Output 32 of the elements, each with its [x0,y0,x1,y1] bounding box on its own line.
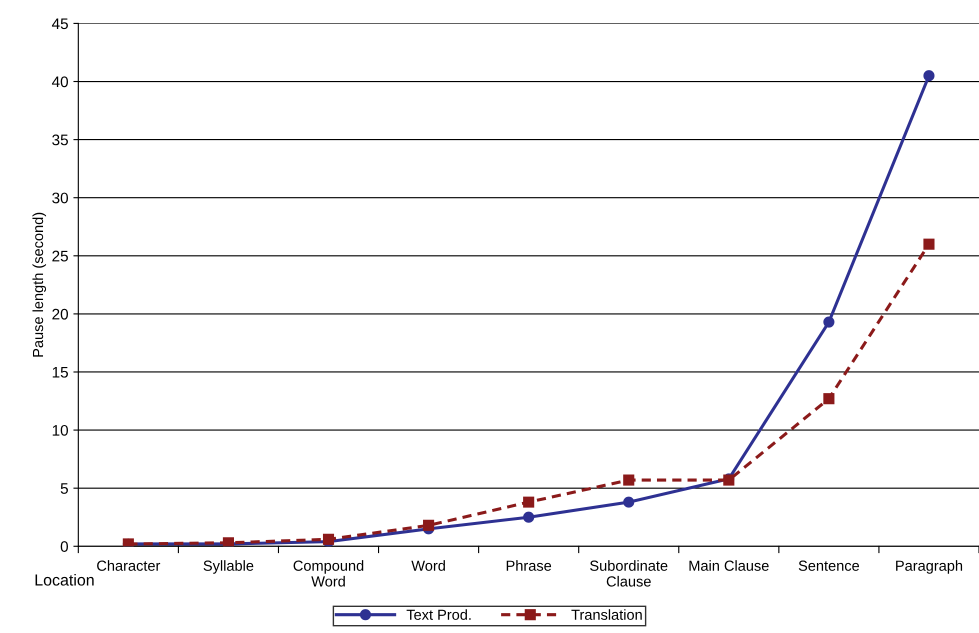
point [823,316,834,328]
y-tick-label: 15 [52,367,68,378]
point [923,238,935,250]
legend-label: Text Prod. [406,609,471,620]
y-tick-label: 20 [52,308,68,320]
x-tick-label: Character [97,560,160,571]
y-tick-label: 5 [60,483,68,494]
y-tick-label: 45 [52,18,68,30]
legend-label: Translation [571,609,642,620]
y-tick-label: 35 [52,134,68,146]
y-tick-label: 30 [52,192,68,204]
x-tick-label: Syllable [204,560,254,574]
point [423,520,434,531]
x-axis-title: Location [36,574,94,586]
point [523,512,534,523]
point [523,496,534,508]
point [623,474,634,486]
y-axis-title: Pause length (second) [32,212,46,357]
y-tick-label: 10 [52,424,68,436]
x-tick-label: Paragraph [896,560,962,574]
y-tick-label: 40 [52,76,68,88]
x-tick-label: Phrase [506,560,552,571]
x-tick-label: Subordinate Clause [590,560,668,587]
x-tick-label: Compound Word [294,560,364,587]
x-tick-label: Main Clause [689,560,769,571]
point [623,496,634,508]
y-tick-label: 25 [52,250,68,262]
point [923,70,935,82]
x-tick-label: Word [411,560,445,571]
y-tick-label: 0 [60,541,68,552]
x-tick-label: Sentence [798,560,860,571]
point [823,393,834,404]
